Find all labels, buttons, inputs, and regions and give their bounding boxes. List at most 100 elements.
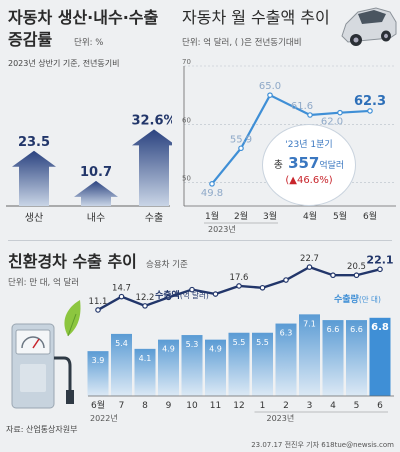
month-label: 1월 [205, 210, 219, 222]
value-label: 12.2 [136, 293, 155, 303]
panel1-note: 2023년 상반기 기준, 전년동기비 [8, 59, 120, 68]
export-point [367, 108, 373, 114]
value-label: 22.7 [300, 254, 319, 264]
volume-bar [346, 320, 367, 396]
charger-icon [11, 300, 81, 409]
growth-category-label: 수출 [145, 212, 163, 224]
volume-bar [369, 317, 391, 396]
growth-arrow-bar [132, 129, 172, 206]
month-label: 10 [186, 401, 198, 411]
volume-value-label: 4.1 [139, 354, 152, 363]
month-label: 1 [260, 401, 266, 411]
divider [8, 240, 392, 241]
volume-bar [275, 323, 297, 396]
month-label: 3 [307, 401, 313, 411]
volume-value-label: 6.6 [327, 325, 340, 334]
value-point [306, 264, 313, 270]
growth-value-label: 32.6% [131, 113, 172, 128]
volume-bar [87, 351, 109, 396]
callout-total: 총 357억달러 [263, 153, 355, 172]
value-label: 22.1 [366, 253, 393, 266]
export-value-label: 55.9 [230, 134, 252, 145]
growth-category-label: 내수 [87, 212, 105, 224]
export-point [209, 181, 215, 187]
y-tick-label: 50 [182, 175, 191, 183]
year-label-2023: 2023년 [267, 413, 295, 423]
value-point [353, 272, 360, 279]
volume-value-label: 5.5 [233, 338, 246, 347]
month-label: 3월 [263, 210, 277, 222]
bar-legend-unit: (만 대) [359, 295, 381, 304]
year-label-2022: 2022년 [90, 413, 118, 423]
month-label: 11 [210, 401, 221, 411]
month-label: 6월 [91, 399, 105, 411]
bar-legend: 수출량(만 대) [334, 293, 381, 305]
growth-arrow-bar [12, 150, 56, 206]
panel3-unit: 단위: 만 대, 억 달러 [8, 278, 80, 288]
q1-callout: '23년 1분기 총 357억달러 (▲46.6%) [262, 124, 356, 206]
panel2-title: 자동차 월 수출액 추이 [182, 8, 330, 27]
value-point [165, 294, 172, 301]
volume-bar [322, 320, 344, 396]
callout-prefix: 총 [273, 160, 283, 171]
volume-value-label: 5.3 [186, 340, 199, 349]
volume-bar [252, 332, 273, 396]
value-point [142, 303, 148, 309]
export-point [337, 109, 343, 116]
panel3-subtitle: 승용차 기준 [146, 260, 188, 270]
month-label: 4 [330, 401, 336, 411]
value-point [283, 277, 289, 283]
production-growth-chart: 23.5 생산 10.7 내수 32.6% 수출 [6, 113, 172, 224]
value-point [95, 307, 101, 313]
volume-value-label: 5.4 [115, 339, 128, 348]
source-note: 자료: 산업통상자원부 [6, 425, 78, 434]
month-label: 4월 [303, 210, 317, 222]
eco-car-export-chart: 3.9 6월 5.4 7 4.1 8 4.9 9 5.3 10 4.9 11 5.5 12 5.5 1 6.3 2… [87, 253, 394, 423]
panel3-title: 친환경차 수출 추이 [8, 252, 137, 271]
month-label: 2 [283, 401, 289, 411]
panel1-unit: 단위: % [74, 38, 104, 48]
y-tick-label: 60 [182, 116, 191, 124]
month-label: 2월 [234, 210, 248, 222]
month-label: 6월 [363, 210, 377, 222]
month-label: 9 [166, 401, 172, 411]
callout-period: '23년 1분기 [285, 140, 333, 150]
month-label: 8 [142, 401, 148, 411]
volume-bar [134, 348, 156, 396]
value-label: 20.5 [347, 262, 366, 272]
value-point [259, 284, 266, 291]
month-label: 7 [119, 401, 125, 411]
value-label: 11.1 [89, 297, 108, 307]
export-value-label: 62.3 [354, 94, 386, 109]
volume-bar [228, 332, 250, 396]
volume-value-label: 5.5 [256, 338, 269, 347]
month-label: 5월 [333, 210, 347, 222]
line-legend-unit: (억 달러) [180, 291, 209, 300]
panel1-title-line2: 증감률 [8, 30, 53, 49]
export-point [267, 92, 273, 98]
callout-unit: 억달러 [319, 161, 345, 171]
value-point [377, 266, 383, 273]
value-point [330, 272, 336, 279]
volume-value-label: 3.9 [92, 356, 105, 365]
car-icon [341, 7, 397, 46]
value-point [236, 283, 242, 289]
credit-line: 23.07.17 전진우 기자 618tue@newsis.com [251, 441, 394, 449]
callout-value: 357 [288, 154, 320, 172]
volume-bar [205, 339, 226, 396]
value-label: 17.6 [230, 273, 249, 283]
export-value-label: 61.6 [291, 101, 313, 112]
growth-value-label: 23.5 [18, 135, 50, 150]
monthly-export-chart: 50 60 70 49.8 1월 55.9 2월 65.0 3월 61.6 4월 62.0 5월 62.3… [182, 58, 396, 234]
year-label: 2023년 [208, 224, 236, 234]
export-value-label: 62.0 [321, 117, 343, 128]
volume-bar [299, 314, 320, 396]
month-label: 5 [354, 401, 360, 411]
value-point [212, 291, 219, 297]
line-legend: 수출액(억 달러) [155, 289, 209, 301]
volume-bar [111, 333, 132, 396]
panel1-title-line1: 자동차 생산·내수·수출 [8, 8, 159, 27]
volume-value-label: 6.8 [371, 322, 389, 333]
volume-value-label: 6.3 [280, 329, 293, 338]
